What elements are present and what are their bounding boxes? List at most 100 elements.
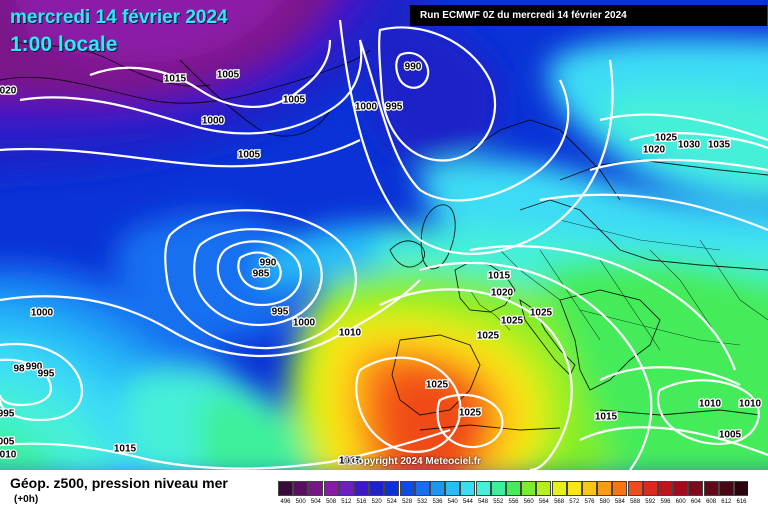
scale-swatch [703,481,719,496]
scale-tick-label: 608 [706,499,717,505]
isobar-label: 1005 [217,70,240,81]
scale-swatch [384,481,400,496]
isobar-label: 990 [405,62,422,73]
scale-tick-label: 508 [326,499,337,505]
scale-swatch [536,481,552,496]
forecast-date-title: mercredi 14 février 2024 [10,7,228,28]
scale-tick-label: 592 [645,499,656,505]
forecast-time-title: 1:00 locale [10,33,118,56]
scale-tick-label: 600 [675,499,686,505]
scale-swatch [278,481,293,496]
scale-tick-label: 552 [493,499,504,505]
geopotential-color-scale: 496 500 504 508 512 516 520 524 528 532 536 540 544 5… [278,478,748,512]
scale-tick-label: 560 [523,499,534,505]
isobars [0,19,768,470]
isobar-label: 1025 [426,380,449,391]
isobar-label: 1000 [355,102,378,113]
isobar-label: 1000 [293,318,316,329]
isobar-label: 1025 [530,308,553,319]
isobar-label: 010 [0,450,17,461]
isobar-label: 1005 [283,95,306,106]
scale-swatch [718,481,734,496]
scale-tick-label: 540 [447,499,458,505]
scale-tick-label: 556 [508,499,519,505]
scale-swatch [430,481,445,496]
isobar-label: 1005 [238,150,261,161]
scale-swatch [673,481,689,496]
isobar-label: 990 [260,258,277,269]
scale-tick-label: 500 [295,499,306,505]
isobar-label: 1010 [739,399,762,410]
isobar-label: 1015 [339,456,362,467]
geopotential-field [0,0,768,470]
scale-swatch [551,481,567,496]
scale-swatch [354,481,369,496]
isobar-label: 1015 [488,271,511,282]
isobar-label: 1000 [202,116,225,127]
scale-swatch [627,481,643,496]
copyright-notice: ©Copyright 2024 Meteociel.fr [343,456,481,467]
scale-tick-label: 496 [280,499,291,505]
isobar-label: 990 [26,362,43,373]
scale-tick-label: 616 [736,499,747,505]
isobar-label: 1000 [31,308,54,319]
scale-tick-label: 512 [341,499,352,505]
scale-tick-label: 528 [402,499,413,505]
scale-swatch [521,481,537,496]
isobar-label: 98 [13,364,25,375]
scale-tick-label: 604 [690,499,701,505]
isobar-label: 1030 [678,140,701,151]
scale-tick-label: 596 [660,499,671,505]
isobar-label: 1010 [339,328,362,339]
isobar-label: 1010 [699,399,722,410]
isobar-label: 1020 [643,145,666,156]
scale-swatch [475,481,491,496]
isobar-label: 020 [0,86,17,97]
scale-tick-label: 612 [721,499,732,505]
scale-swatch [399,481,415,496]
scale-tick-label: 524 [386,499,397,505]
scale-swatch [642,481,658,496]
scale-swatch [460,481,476,496]
scale-tick-label: 532 [417,499,428,505]
isobar-label: 1015 [114,444,137,455]
isobar-label: 005 [0,437,15,448]
scale-swatch [612,481,628,496]
scale-swatch [445,481,461,496]
isobar-label: 995 [38,369,55,380]
scale-tick-label: 504 [310,499,321,505]
scale-tick-label: 564 [538,499,549,505]
scale-swatch [293,481,309,496]
scale-tick-label: 548 [478,499,489,505]
scale-swatch [414,481,430,496]
borders [469,219,768,351]
scale-tick-label: 536 [432,499,443,505]
scale-swatch [582,481,597,496]
isobar-label: 1015 [164,74,187,85]
scale-tick-label: 516 [356,499,367,505]
forecast-lead-time: (+0h) [14,494,39,505]
isobar-label: 1025 [501,316,524,327]
scale-swatch [323,481,339,496]
isobar-label: 1025 [459,408,482,419]
isobar-label: 1025 [477,331,500,342]
scale-tick-label: 544 [462,499,473,505]
model-run-info: Run ECMWF 0Z du mercredi 14 février 2024 [410,5,767,26]
scale-swatch [308,481,324,496]
scale-tick-label: 584 [614,499,625,505]
scale-swatch [369,481,385,496]
scale-swatch [597,481,613,496]
isobar-label: 1025 [655,133,678,144]
scale-tick-label: 572 [569,499,580,505]
isobar-label: 995 [272,307,289,318]
scale-tick-label: 580 [599,499,610,505]
scale-swatch [658,481,673,496]
scale-swatch [688,481,704,496]
scale-tick-label: 568 [554,499,565,505]
scale-swatch [566,481,582,496]
scale-tick-label: 520 [371,499,382,505]
isobar-label: 1015 [595,412,618,423]
isobar-label: 995 [386,102,403,113]
